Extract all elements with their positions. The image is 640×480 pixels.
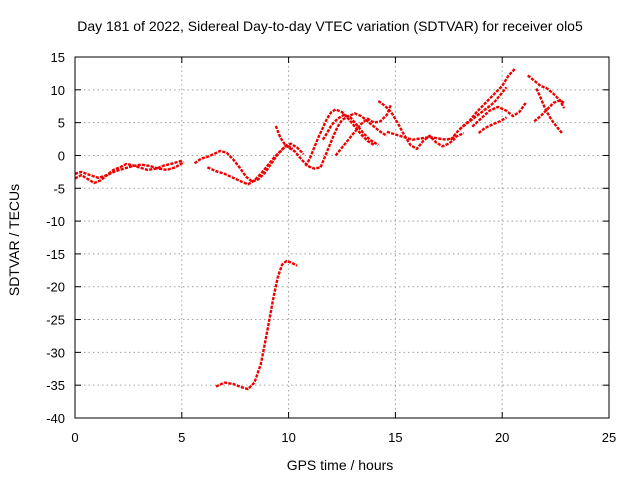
series-arc-12 bbox=[386, 130, 465, 141]
y-tick-label: -5 bbox=[53, 181, 65, 196]
chart-title: Day 181 of 2022, Sidereal Day-to-day VTE… bbox=[77, 18, 583, 34]
x-tick-label: 15 bbox=[388, 430, 402, 445]
plot-frame bbox=[74, 56, 610, 419]
axis-ticks: 0 5 10 15 20 25 -40 -35 -30 -25 -20 -15 -10 -5 0 5 10 15 bbox=[46, 50, 616, 445]
y-tick-label: -35 bbox=[46, 378, 65, 393]
y-tick-label: -40 bbox=[46, 411, 65, 426]
series-arc-7 bbox=[304, 108, 375, 167]
y-tick-label: -30 bbox=[46, 345, 65, 360]
series-arc-5 bbox=[215, 259, 298, 391]
y-tick-label: -25 bbox=[46, 313, 65, 328]
series-arc-6 bbox=[274, 125, 321, 170]
series-arc-14 bbox=[458, 86, 508, 131]
grid bbox=[75, 57, 609, 418]
y-tick-label: -15 bbox=[46, 247, 65, 262]
series-arc-17 bbox=[527, 74, 566, 109]
x-axis-label: GPS time / hours bbox=[287, 457, 394, 473]
x-tick-label: 0 bbox=[71, 430, 78, 445]
series-arc-19 bbox=[535, 88, 563, 134]
series-arc-9 bbox=[321, 113, 379, 147]
series-arc-18 bbox=[533, 99, 565, 123]
series-arc-10 bbox=[334, 103, 393, 157]
x-tick-label: 20 bbox=[495, 430, 509, 445]
series-arc-2 bbox=[74, 160, 185, 180]
series-arc-15 bbox=[471, 102, 527, 128]
x-tick-label: 25 bbox=[602, 430, 616, 445]
series-arc-3 bbox=[193, 142, 305, 183]
y-tick-label: -10 bbox=[46, 214, 65, 229]
y-tick-label: 15 bbox=[51, 50, 65, 65]
data-series bbox=[74, 67, 566, 391]
y-tick-label: -20 bbox=[46, 280, 65, 295]
x-tick-label: 5 bbox=[178, 430, 185, 445]
series-arc-16 bbox=[477, 116, 508, 135]
series-arc-4 bbox=[206, 143, 294, 186]
y-axis-label: SDTVAR / TECUs bbox=[6, 184, 22, 296]
x-tick-label: 10 bbox=[281, 430, 295, 445]
y-tick-label: 5 bbox=[58, 116, 65, 131]
y-tick-label: 10 bbox=[51, 83, 65, 98]
y-tick-label: 0 bbox=[58, 148, 65, 163]
series-arc-11 bbox=[377, 100, 456, 151]
series-arc-1 bbox=[74, 159, 183, 185]
